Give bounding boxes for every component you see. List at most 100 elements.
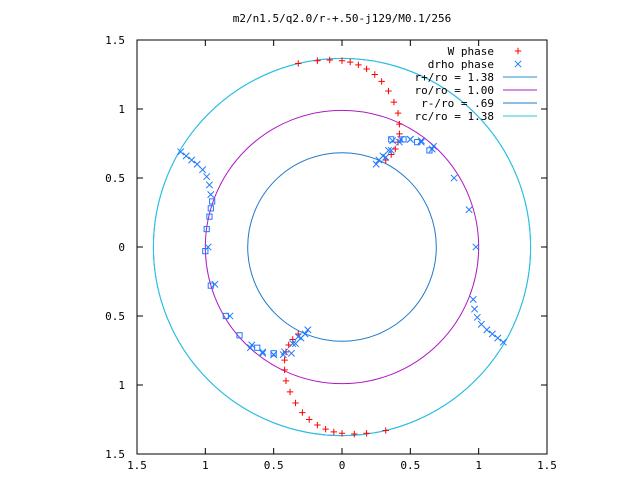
square-point — [209, 198, 216, 205]
square-point — [236, 332, 243, 339]
square-point — [270, 350, 277, 357]
x-tick-label: 1 — [475, 459, 482, 472]
w-phase-point — [314, 421, 321, 429]
square-point — [414, 139, 421, 146]
w-phase-point — [281, 356, 288, 364]
y-tick-label: 1.5 — [105, 448, 125, 461]
drho-phase-point — [384, 146, 393, 154]
w-phase-point — [330, 428, 337, 436]
w-phase-point — [396, 130, 403, 138]
drho-phase-point — [281, 348, 289, 356]
drho-phase-point — [294, 333, 302, 341]
w-phase-point — [382, 427, 389, 434]
w-phase-point — [355, 61, 362, 69]
drho-phase-point — [211, 280, 219, 288]
drho-phase-point — [389, 137, 397, 145]
legend-label: r+/ro = 1.38 — [415, 71, 494, 84]
radius-circle — [204, 109, 480, 385]
w-phase-point — [306, 416, 313, 423]
w-phase-point — [378, 78, 385, 85]
w-phase-point — [351, 430, 358, 438]
w-phase-point — [394, 109, 402, 117]
drho-phase-point — [483, 326, 491, 334]
drho-phase-point — [193, 160, 201, 168]
w-phase-point — [363, 430, 370, 437]
y-tick-label: 1 — [118, 379, 125, 392]
drho-phase-point — [372, 160, 380, 168]
x-tick-label: 0.5 — [400, 459, 420, 472]
square-point — [222, 312, 229, 320]
x-tick-label: 0 — [339, 459, 346, 472]
legend-marker — [514, 60, 522, 68]
square-point — [207, 282, 214, 289]
axis-ticks: 1.5 1 0.5 0 0.5 1 1.51.510.500.511.5 — [105, 34, 557, 472]
legend-label: r-/ro = .69 — [421, 97, 494, 110]
legend-marker — [514, 47, 522, 55]
w-phase-point — [371, 71, 378, 78]
drho-phase-point — [204, 243, 212, 251]
w-phase-point — [385, 87, 392, 95]
drho-phase-point — [471, 305, 479, 313]
drho-phase-point — [494, 334, 502, 342]
drho-phase-point — [469, 295, 477, 303]
drho-phase-point — [199, 166, 207, 174]
w-phase-point — [326, 56, 333, 64]
drho-phase-point — [289, 340, 297, 348]
drho-phase-point — [182, 152, 190, 160]
drho-phase-point — [450, 174, 458, 182]
y-tick-label: 1 — [118, 103, 125, 116]
legend-label: ro/ro = 1.00 — [415, 84, 494, 97]
drho-phase-point — [205, 181, 213, 189]
drho-phase-point — [291, 340, 300, 348]
w-phase-point — [396, 120, 403, 128]
drho-phase-point — [465, 206, 473, 214]
square-point — [254, 344, 261, 351]
w-phase-point — [314, 57, 321, 64]
drho-phase-point — [477, 320, 485, 328]
drho-phase-point — [304, 326, 312, 334]
y-tick-label: 0 — [118, 241, 125, 254]
drho-phase-point — [417, 137, 425, 145]
w-phase-point — [292, 399, 299, 407]
square-point — [203, 225, 210, 233]
w-phase-point — [338, 57, 346, 64]
drho-phase-point — [387, 146, 395, 154]
square-point — [207, 205, 214, 212]
drho-phase-point — [301, 330, 309, 338]
w-phase-point — [322, 425, 329, 433]
drho-phase-point — [203, 173, 211, 181]
drho-phase-point — [499, 338, 507, 346]
x-tick-label: 1.5 — [537, 459, 557, 472]
square-point — [206, 213, 213, 220]
radius-circle — [247, 152, 437, 342]
drho-phase-point — [406, 135, 414, 143]
w-phase-point — [363, 65, 370, 73]
drho-phase-point — [472, 243, 480, 251]
legend-label: W phase — [448, 45, 494, 58]
chart-title: m2/n1.5/q2.0/r-+.50-j129/M0.1/256 — [233, 12, 452, 25]
legend-label: drho phase — [428, 58, 494, 71]
drho-phase-point — [287, 349, 295, 357]
w-phase-point — [347, 58, 354, 66]
w-phase-point — [286, 388, 294, 396]
drho-phase-point — [207, 191, 215, 199]
w-phase-point — [338, 430, 346, 437]
plot-marks — [152, 56, 532, 438]
drho-phase-point — [430, 142, 438, 150]
drho-phase-point — [375, 156, 383, 164]
w-phase-point — [295, 60, 302, 67]
y-tick-label: 1.5 — [105, 34, 125, 47]
drho-phase-point — [259, 349, 267, 357]
drho-phase-point — [259, 348, 267, 356]
x-tick-label: 1 — [202, 459, 209, 472]
square-point — [426, 147, 433, 154]
w-phase-point — [281, 366, 288, 374]
drho-phase-point — [188, 156, 196, 164]
drho-phase-point — [488, 330, 496, 338]
legend-label: rc/ro = 1.38 — [415, 110, 494, 123]
x-tick-label: 1.5 — [127, 459, 147, 472]
w-phase-point — [282, 377, 290, 385]
y-tick-label: 0.5 — [105, 310, 125, 323]
